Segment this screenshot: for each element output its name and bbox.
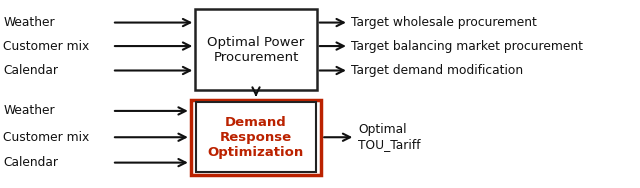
Text: Customer mix: Customer mix [3, 131, 90, 144]
Text: Optimal
TOU_Tariff: Optimal TOU_Tariff [358, 123, 421, 151]
Text: Calendar: Calendar [3, 64, 58, 77]
Text: Demand
Response
Optimization: Demand Response Optimization [208, 116, 304, 159]
Text: Weather: Weather [3, 16, 55, 29]
FancyBboxPatch shape [191, 100, 321, 175]
FancyBboxPatch shape [195, 9, 317, 90]
Text: Target balancing market procurement: Target balancing market procurement [351, 39, 583, 53]
FancyBboxPatch shape [196, 102, 316, 172]
Text: Optimal Power
Procurement: Optimal Power Procurement [207, 36, 305, 64]
Text: Calendar: Calendar [3, 156, 58, 169]
Text: Target demand modification: Target demand modification [351, 64, 523, 77]
Text: Weather: Weather [3, 104, 55, 118]
Text: Target wholesale procurement: Target wholesale procurement [351, 16, 536, 29]
Text: Customer mix: Customer mix [3, 39, 90, 53]
